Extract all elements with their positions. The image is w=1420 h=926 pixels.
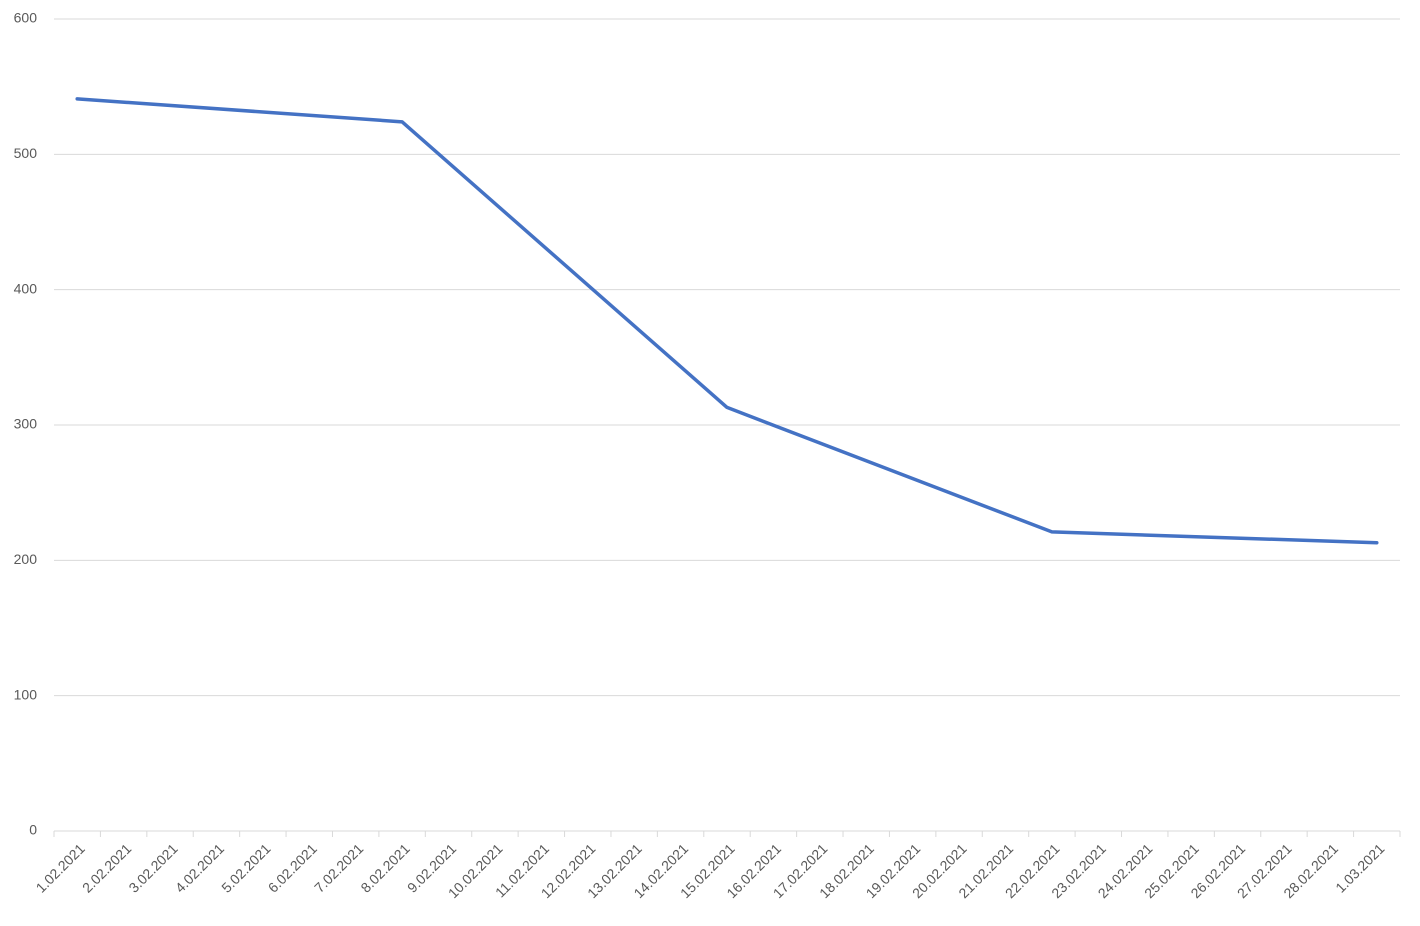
y-tick-label: 0 [29, 822, 37, 838]
x-tick-label: 2.02.2021 [79, 840, 135, 896]
x-tick-label: 1.03.2021 [1332, 840, 1388, 896]
line-series [75, 97, 1379, 545]
x-tick-label: 1.02.2021 [33, 840, 89, 896]
y-tick-label: 500 [14, 145, 38, 161]
x-tick-label: 3.02.2021 [125, 840, 181, 896]
x-tick-label: 7.02.2021 [311, 840, 367, 896]
x-tick-label: 4.02.2021 [172, 840, 228, 896]
x-tick-label: 6.02.2021 [265, 840, 321, 896]
y-tick-label: 400 [14, 280, 38, 296]
x-tick-label: 8.02.2021 [357, 840, 413, 896]
y-tick-label: 200 [14, 551, 38, 567]
y-tick-label: 600 [14, 10, 38, 26]
y-tick-label: 100 [14, 686, 38, 702]
x-tick-label: 5.02.2021 [218, 840, 274, 896]
y-tick-label: 300 [14, 416, 38, 432]
